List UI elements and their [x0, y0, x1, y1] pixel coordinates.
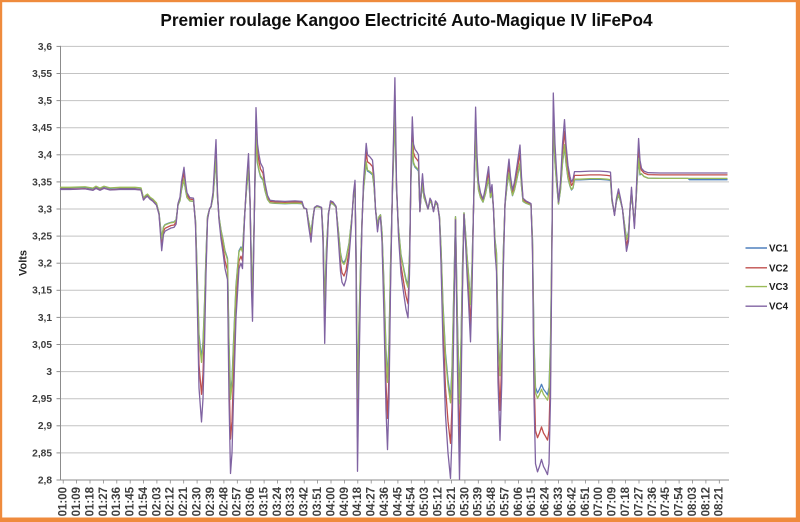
svg-text:03:42: 03:42	[299, 487, 311, 516]
svg-text:07:09: 07:09	[607, 487, 619, 516]
svg-text:05:30: 05:30	[459, 487, 471, 516]
svg-text:01:09: 01:09	[71, 487, 83, 516]
svg-text:06:33: 06:33	[553, 487, 565, 516]
svg-text:3,4: 3,4	[38, 150, 52, 161]
svg-text:05:39: 05:39	[473, 487, 485, 516]
svg-text:3: 3	[46, 367, 52, 378]
svg-text:3,05: 3,05	[32, 340, 52, 351]
svg-text:07:27: 07:27	[633, 487, 645, 516]
svg-text:3,15: 3,15	[32, 286, 52, 297]
svg-text:02:30: 02:30	[192, 487, 204, 516]
svg-text:3,45: 3,45	[32, 123, 52, 134]
svg-text:2,9: 2,9	[38, 421, 52, 432]
svg-text:3,3: 3,3	[38, 204, 52, 215]
svg-text:03:24: 03:24	[272, 486, 284, 516]
svg-text:2,95: 2,95	[32, 394, 52, 405]
svg-text:05:57: 05:57	[500, 487, 512, 516]
svg-text:04:36: 04:36	[379, 487, 391, 516]
svg-text:08:21: 08:21	[714, 486, 726, 516]
svg-text:VC3: VC3	[769, 282, 789, 293]
svg-text:05:12: 05:12	[433, 487, 445, 516]
svg-text:03:06: 03:06	[245, 487, 257, 516]
svg-text:01:00: 01:00	[58, 487, 70, 516]
svg-text:VC2: VC2	[769, 263, 789, 274]
svg-text:3,6: 3,6	[38, 42, 52, 53]
svg-text:01:45: 01:45	[125, 486, 137, 516]
svg-text:2,85: 2,85	[32, 448, 52, 459]
svg-text:07:54: 07:54	[674, 486, 686, 516]
svg-text:01:18: 01:18	[84, 486, 96, 516]
svg-text:3,1: 3,1	[38, 313, 52, 324]
svg-text:02:12: 02:12	[165, 487, 177, 516]
svg-text:04:09: 04:09	[339, 487, 351, 516]
svg-text:3,25: 3,25	[32, 232, 52, 243]
svg-text:04:00: 04:00	[325, 487, 337, 516]
svg-text:3,55: 3,55	[32, 69, 52, 80]
svg-text:07:00: 07:00	[593, 487, 605, 516]
svg-text:05:48: 05:48	[486, 486, 498, 516]
svg-text:07:36: 07:36	[647, 487, 659, 516]
svg-text:05:03: 05:03	[419, 487, 431, 516]
svg-text:06:42: 06:42	[566, 487, 578, 516]
svg-text:2,8: 2,8	[38, 475, 52, 486]
svg-text:01:54: 01:54	[138, 486, 150, 516]
svg-text:03:51: 03:51	[312, 486, 324, 516]
svg-text:04:18: 04:18	[352, 486, 364, 516]
svg-text:04:27: 04:27	[366, 487, 378, 516]
svg-text:02:48: 02:48	[218, 486, 230, 516]
svg-text:06:51: 06:51	[580, 486, 592, 516]
svg-text:08:03: 08:03	[687, 487, 699, 516]
svg-text:06:15: 06:15	[526, 486, 538, 516]
svg-text:06:06: 06:06	[513, 487, 525, 516]
svg-text:07:18: 07:18	[620, 486, 632, 516]
svg-text:3,2: 3,2	[38, 259, 52, 270]
svg-text:02:03: 02:03	[151, 487, 163, 516]
svg-text:3,35: 3,35	[32, 177, 52, 188]
svg-text:04:54: 04:54	[406, 486, 418, 516]
svg-text:02:57: 02:57	[232, 487, 244, 516]
svg-text:06:24: 06:24	[540, 486, 552, 516]
svg-text:02:39: 02:39	[205, 487, 217, 516]
svg-text:03:15: 03:15	[258, 486, 270, 516]
svg-text:3,5: 3,5	[38, 96, 52, 107]
svg-text:07:45: 07:45	[660, 486, 672, 516]
svg-text:Premier roulage Kangoo Electri: Premier roulage Kangoo Electricité Auto-…	[160, 10, 653, 30]
svg-text:04:45: 04:45	[392, 486, 404, 516]
svg-text:01:27: 01:27	[98, 487, 110, 516]
svg-text:02:21: 02:21	[178, 486, 190, 516]
svg-text:08:12: 08:12	[700, 487, 712, 516]
svg-text:VC4: VC4	[769, 302, 789, 313]
svg-text:01:36: 01:36	[111, 487, 123, 516]
svg-text:03:33: 03:33	[285, 487, 297, 516]
svg-text:VC1: VC1	[769, 244, 789, 255]
svg-text:05:21: 05:21	[446, 486, 458, 516]
svg-text:Volts: Volts	[17, 250, 29, 276]
